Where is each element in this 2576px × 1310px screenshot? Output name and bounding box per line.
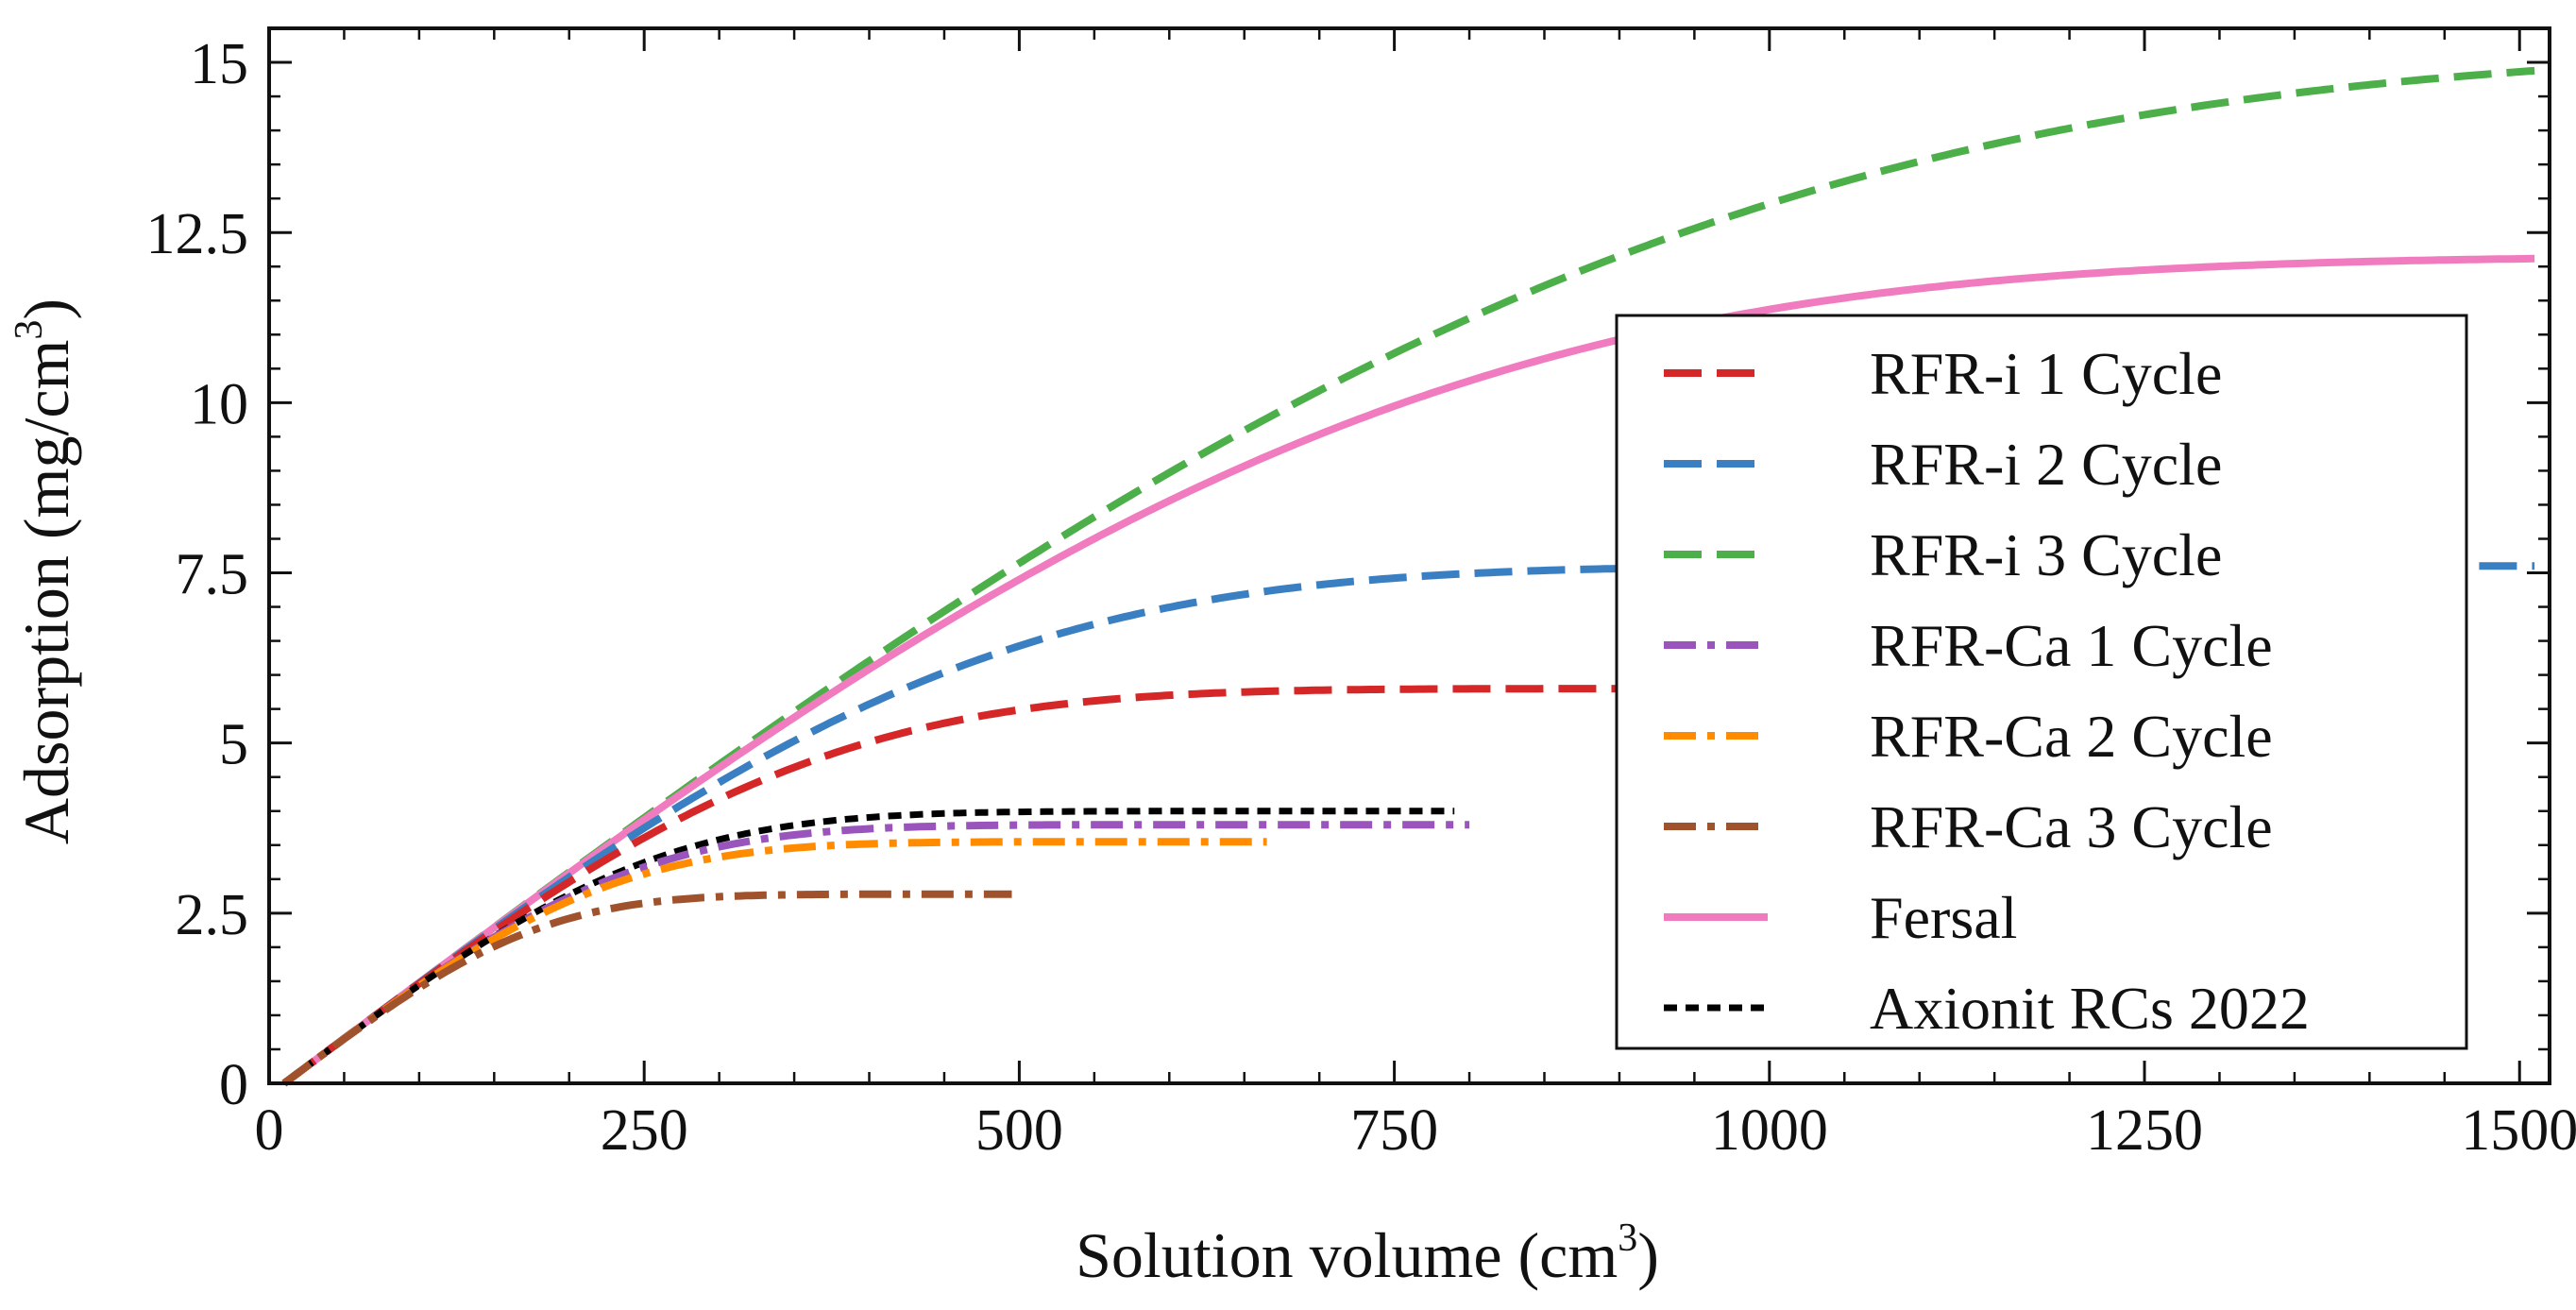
- y-axis-label-text: Adsorption (mg/cm: [10, 340, 82, 845]
- y-tick-label: 5: [219, 713, 248, 777]
- y-tick-label: 2.5: [176, 883, 249, 947]
- x-tick-label: 750: [1350, 1098, 1438, 1163]
- legend-label-rfr-i-2-cycle: RFR-i 2 Cycle: [1870, 431, 2222, 498]
- legend-label-rfr-ca-3-cycle: RFR-Ca 3 Cycle: [1870, 793, 2273, 860]
- legend-label-rfr-i-3-cycle: RFR-i 3 Cycle: [1870, 521, 2222, 588]
- y-tick-label: 12.5: [146, 202, 249, 266]
- legend-label-rfr-ca-1-cycle: RFR-Ca 1 Cycle: [1870, 612, 2273, 679]
- x-tick-label: 250: [601, 1098, 688, 1163]
- tick-labels-layer: 0 250 500 750 1000 1250 1500 0 2.5 5 7.5 10 12.5 15: [146, 32, 2576, 1163]
- x-axis-label: Solution volume (cm3): [1076, 1216, 1659, 1291]
- legend-label-rfr-i-1-cycle: RFR-i 1 Cycle: [1870, 340, 2222, 407]
- series-line-axionit-rcs-2022: [281, 808, 1455, 1086]
- series-line-rfr-i-3-cycle: [281, 66, 2535, 1087]
- x-tick-label: 1500: [2461, 1098, 2576, 1163]
- legend-label-rfr-ca-2-cycle: RFR-Ca 2 Cycle: [1870, 703, 2273, 770]
- legend: RFR-i 1 Cycle RFR-i 2 Cycle RFR-i 3 Cycle R…: [1615, 314, 2468, 1050]
- series-line-rfr-i-2-cycle: [281, 562, 2535, 1087]
- y-axis-label-close: ): [10, 298, 82, 320]
- x-axis-label-text: Solution volume (cm: [1076, 1219, 1618, 1291]
- x-axis-label-sup: 3: [1618, 1216, 1637, 1260]
- x-tick-label: 1250: [2086, 1098, 2203, 1163]
- x-axis-label-close: ): [1637, 1219, 1659, 1291]
- y-tick-label: 10: [190, 372, 248, 436]
- plot-frame: [267, 26, 2551, 1085]
- y-tick-label: 0: [219, 1053, 248, 1117]
- curves-layer: [281, 66, 2535, 1087]
- x-tick-label: 0: [255, 1098, 284, 1163]
- x-tick-label: 500: [975, 1098, 1063, 1163]
- legend-label-axionit-rcs-2022: Axionit RCs 2022: [1870, 975, 2310, 1042]
- x-tick-label: 1000: [1711, 1098, 1828, 1163]
- series-line-rfr-ca-2-cycle: [281, 838, 1267, 1087]
- legend-items: RFR-i 1 Cycle RFR-i 2 Cycle RFR-i 3 Cycle R…: [1664, 340, 2310, 1042]
- y-tick-label: 15: [190, 32, 248, 96]
- legend-box: [1615, 314, 2468, 1050]
- legend-label-fersal: Fersal: [1870, 884, 2017, 951]
- y-axis-label-sup: 3: [8, 320, 51, 340]
- series-line-fersal: [281, 254, 2535, 1087]
- y-axis-label: Adsorption (mg/cm3): [8, 298, 82, 844]
- y-tick-label: 7.5: [176, 543, 249, 607]
- series-line-rfr-i-1-cycle: [281, 685, 1920, 1087]
- series-line-rfr-ca-3-cycle: [281, 890, 1012, 1087]
